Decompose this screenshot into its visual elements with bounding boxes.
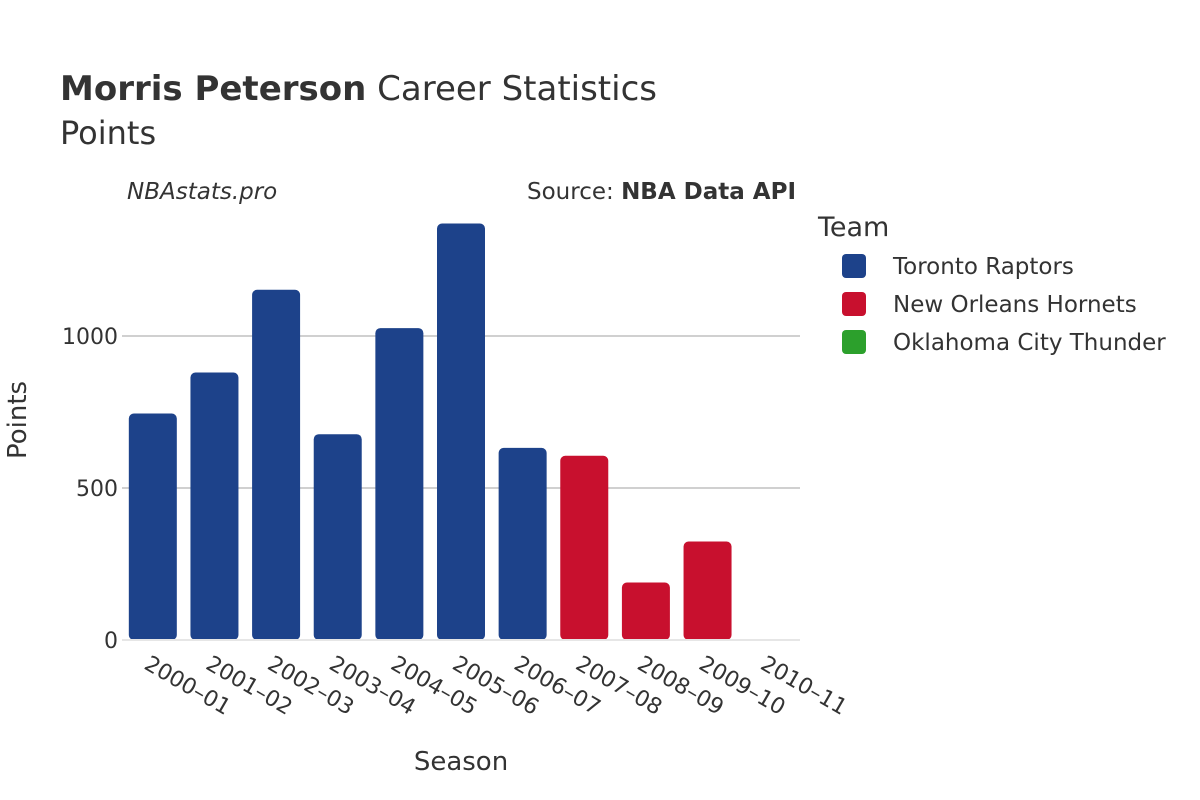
chart-title-bold: Morris Peterson [60,69,366,109]
source-name: NBA Data API [621,179,796,205]
bar[interactable] [190,372,239,640]
y-ticks: 0 500 1000 [62,325,118,654]
y-tick-label: 0 [104,629,118,654]
bar[interactable] [313,434,362,640]
bar[interactable] [437,223,485,640]
legend-item-label[interactable]: Oklahoma City Thunder [893,330,1166,356]
bars [128,223,794,640]
source-prefix: Source: [527,179,621,205]
legend: Team Toronto Raptors New Orleans Hornets O… [817,212,1166,356]
bar[interactable] [252,289,301,640]
bar[interactable] [128,413,177,640]
watermark: NBAstats.pro [127,179,277,205]
y-tick-label: 500 [76,477,118,502]
legend-swatch [842,292,866,316]
legend-swatch [842,254,866,278]
chart-subtitle: Points [60,114,156,152]
bar[interactable] [621,582,670,640]
bar[interactable] [683,541,732,640]
y-tick-label: 1000 [62,325,118,350]
x-ticks: 2000–012001–022002–032003–042004–052005–… [140,652,851,721]
legend-title: Team [817,212,889,243]
bar[interactable] [560,455,609,640]
chart-title-rest: Career Statistics [366,69,657,109]
x-axis-title: Season [414,747,508,777]
y-axis-title: Points [3,381,33,459]
chart-title: Morris Peterson Career Statistics [60,69,657,109]
bar[interactable] [498,447,547,640]
legend-swatch [842,330,866,354]
legend-item-label[interactable]: Toronto Raptors [892,254,1074,280]
source-label: Source: NBA Data API [527,179,796,205]
legend-item-label[interactable]: New Orleans Hornets [893,292,1137,318]
bar[interactable] [375,328,424,640]
